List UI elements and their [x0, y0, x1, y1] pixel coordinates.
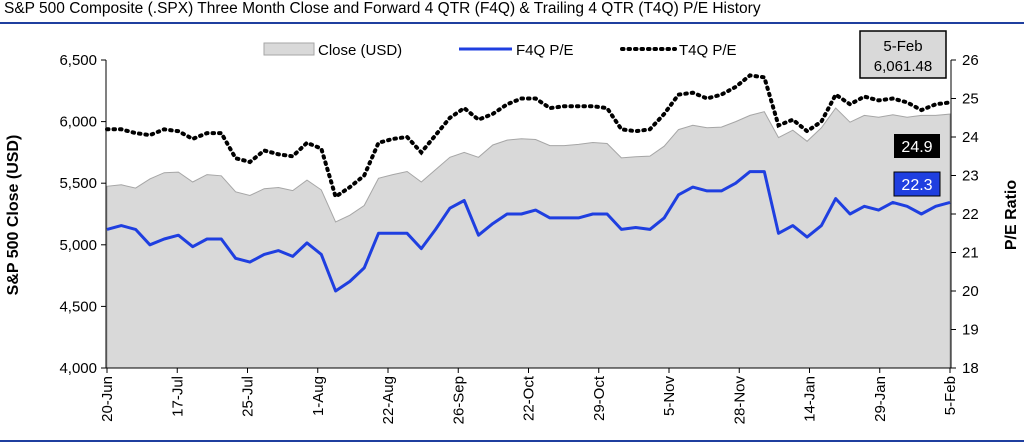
y-right-tick-label: 23 [962, 168, 979, 185]
x-tick-label: 5-Feb [942, 376, 959, 415]
t4q-pe-series [105, 73, 952, 200]
close-area-series [106, 107, 951, 369]
f4q-pe-series [106, 170, 951, 293]
latest-close-date: 5-Feb [883, 38, 922, 55]
y-right-tick-label: 19 [962, 322, 979, 339]
close-area-layer [106, 107, 951, 369]
legend-label-close: Close (USD) [318, 42, 402, 59]
x-tick-label: 20-Jun [99, 376, 116, 422]
x-tick-label: 22-Oct [521, 375, 538, 421]
y-left-tick-label: 5,000 [59, 237, 97, 254]
y-left-tick-label: 4,000 [59, 360, 97, 377]
y-left-axis-label: S&P 500 Close (USD) [5, 135, 22, 296]
y-right-tick-label: 22 [962, 206, 979, 223]
y-right-tick-label: 24 [962, 129, 979, 146]
y-right-tick-label: 26 [962, 52, 979, 69]
x-tick-label: 14-Jan [802, 376, 819, 422]
latest-close-value: 6,061.48 [874, 58, 932, 75]
x-tick-label: 25-Jul [240, 376, 257, 417]
y-left-tick-label: 4,500 [59, 298, 97, 315]
f4q-last-value: 22.3 [901, 177, 932, 194]
y-left-tick-label: 6,500 [59, 52, 97, 69]
t4q-last-value: 24.9 [901, 139, 932, 156]
latest-close-box: 5-Feb 6,061.48 [859, 30, 947, 79]
pe-lines-layer [105, 73, 952, 293]
t4q-last-value-tag: 24.9 [894, 134, 940, 158]
x-tick-label: 22-Aug [380, 376, 397, 424]
x-tick-label: 29-Oct [591, 375, 608, 421]
y-left-tick-label: 6,000 [59, 114, 97, 131]
axes [101, 59, 956, 373]
f4q-last-value-tag: 22.3 [893, 171, 941, 197]
tick-labels: 4,000 4,500 5,000 5,500 6,000 6,500 18 19 20 21 22… [59, 52, 978, 424]
footer-rule [0, 440, 1024, 442]
x-tick-label: 5-Nov [661, 376, 678, 417]
x-tick-label: 1-Aug [310, 376, 327, 416]
legend-label-f4q: F4Q P/E [516, 42, 574, 59]
y-right-tick-label: 25 [962, 91, 979, 108]
y-right-axis-label: P/E Ratio [1003, 180, 1020, 250]
y-left-tick-label: 5,500 [59, 175, 97, 192]
y-right-tick-label: 21 [962, 245, 979, 262]
chart-title: S&P 500 Composite (.SPX) Three Month Clo… [4, 0, 761, 17]
y-right-tick-label: 20 [962, 283, 979, 300]
title-rule [0, 22, 1024, 24]
legend-swatch-close [263, 42, 315, 56]
x-tick-label: 26-Sep [450, 376, 467, 424]
x-tick-label: 28-Nov [731, 376, 748, 425]
y-right-tick-label: 18 [962, 360, 979, 377]
x-tick-label: 17-Jul [169, 376, 186, 417]
legend-label-t4q: T4Q P/E [679, 42, 737, 59]
x-tick-label: 29-Jan [872, 376, 889, 422]
legend: Close (USD) F4Q P/E T4Q P/E [263, 42, 737, 59]
